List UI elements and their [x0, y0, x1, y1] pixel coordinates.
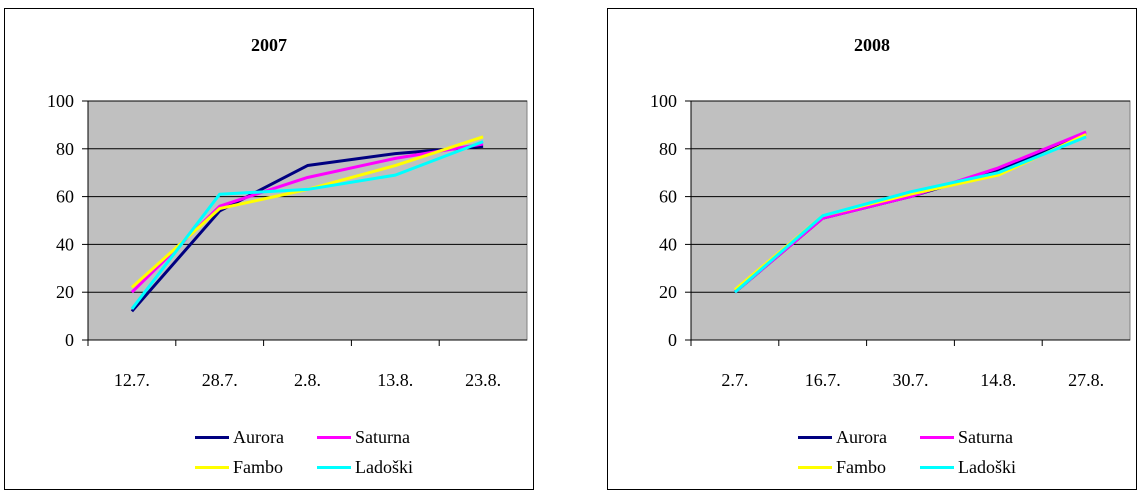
x-tick-label: 2.8.	[294, 370, 321, 390]
plot-area	[690, 100, 1131, 341]
chart-title: 2008	[854, 35, 890, 55]
chart-title: 2007	[251, 35, 287, 55]
y-tick-label: 80	[56, 139, 74, 159]
legend-label: Fambo	[836, 457, 887, 477]
legend-swatch	[798, 466, 832, 469]
legend-item: Ladoški	[920, 457, 1016, 478]
x-tick-label: 30.7.	[893, 370, 929, 390]
chart-2008: 0 20 40 60 80 100 2.7. 16.7. 30.7. 14.8. 27.8. 200…	[607, 8, 1137, 490]
legend-item: Ladoški	[317, 457, 413, 478]
legend-swatch	[920, 466, 954, 469]
y-tick-label: 80	[659, 139, 677, 159]
chart-2008-plot: 0 20 40 60 80 100 2.7. 16.7. 30.7. 14.8. 27.8.	[650, 91, 1131, 390]
plot-area	[87, 100, 528, 341]
chart-2007: 0 20 40 60 80 100 12.7. 28.7. 2.8. 13.8. 23.8. 200…	[4, 8, 534, 490]
y-tick-label: 40	[56, 234, 74, 254]
y-tick-label: 100	[47, 91, 74, 111]
series-line-ladoški	[733, 135, 1087, 294]
legend-item: Fambo	[798, 457, 886, 478]
y-tick-label: 20	[56, 282, 74, 302]
x-tick-label: 12.7.	[114, 370, 150, 390]
legend-label: Fambo	[233, 457, 284, 477]
y-tick-label: 60	[659, 187, 677, 207]
x-tick-label: 23.8.	[465, 370, 501, 390]
legend-label: Aurora	[233, 427, 284, 447]
y-tick-label: 0	[668, 330, 677, 350]
y-tick-label: 40	[659, 234, 677, 254]
legend-label: Ladoški	[958, 457, 1016, 477]
legend-swatch	[317, 466, 351, 469]
legend-item: Saturna	[317, 427, 410, 448]
legend-swatch	[920, 436, 954, 439]
legend-swatch	[195, 466, 229, 469]
legend-swatch	[195, 436, 229, 439]
y-tick-label: 20	[659, 282, 677, 302]
legend-swatch	[798, 436, 832, 439]
y-tick-label: 0	[65, 330, 74, 350]
x-tick-label: 16.7.	[805, 370, 841, 390]
series-line-ladoški	[130, 140, 484, 310]
legend-label: Ladoški	[355, 457, 413, 477]
legend-item: Fambo	[195, 457, 283, 478]
legend-item: Aurora	[798, 427, 887, 448]
x-tick-label: 27.8.	[1068, 370, 1104, 390]
y-tick-label: 60	[56, 187, 74, 207]
x-tick-label: 13.8.	[377, 370, 413, 390]
x-tick-label: 2.7.	[721, 370, 748, 390]
legend-label: Saturna	[355, 427, 410, 447]
chart-2007-plot: 0 20 40 60 80 100 12.7. 28.7. 2.8. 13.8. 23.8.	[47, 91, 528, 390]
series-line-aurora	[130, 144, 484, 313]
legend-item: Saturna	[920, 427, 1013, 448]
legend-item: Aurora	[195, 427, 284, 448]
legend-swatch	[317, 436, 351, 439]
x-tick-label: 14.8.	[980, 370, 1016, 390]
x-tick-label: 28.7.	[202, 370, 238, 390]
legend-label: Saturna	[958, 427, 1013, 447]
legend-label: Aurora	[836, 427, 887, 447]
y-tick-label: 100	[650, 91, 677, 111]
